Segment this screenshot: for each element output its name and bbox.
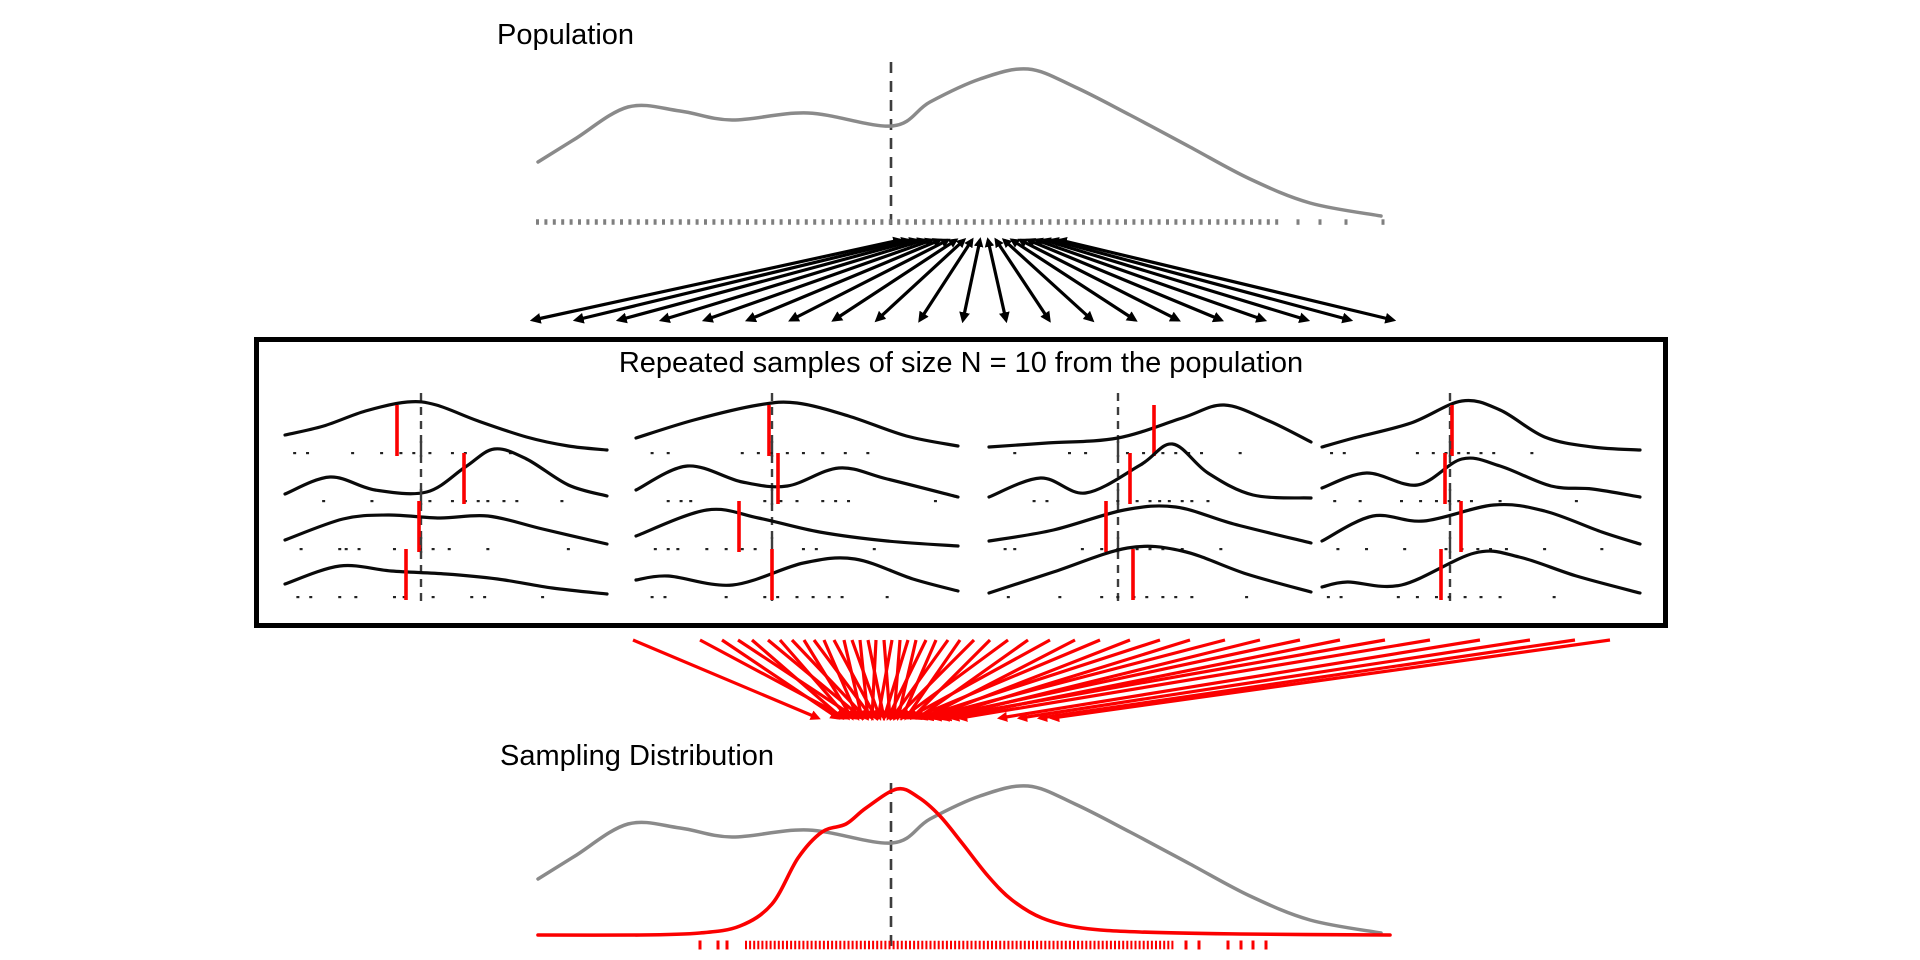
sample-arrow — [874, 238, 967, 323]
sample-mean-arrow — [750, 638, 845, 721]
sample-arrow — [1001, 238, 1095, 323]
sample-arrow — [1049, 237, 1354, 324]
samples-box-title: Repeated samples of size N = 10 from the… — [618, 347, 1304, 379]
sample-mean-arrow — [935, 638, 1191, 721]
sample-mean-arrow — [938, 638, 1386, 722]
sample-mean-arrow — [905, 638, 1051, 720]
population-density-curve-overlay — [536, 784, 1383, 935]
sample-mean-arrow — [889, 639, 902, 722]
sample-mean-arrow — [721, 638, 841, 720]
sample-mean-arrow — [894, 639, 918, 721]
sample-mean-arrow — [890, 639, 950, 721]
sample-arrow — [1041, 237, 1311, 323]
sample-mean-arrow — [941, 638, 1261, 722]
sample-mean-arrow — [956, 638, 1431, 722]
sample-mean-arrow — [921, 638, 1076, 720]
sample-mean-arrow — [893, 638, 976, 721]
sample-mean-arrow — [899, 638, 1009, 720]
population-plot — [536, 62, 1385, 230]
sample-arrow — [959, 237, 984, 324]
sample-arrow — [615, 237, 919, 324]
sample-mean-arrow — [790, 638, 869, 721]
sampling-rug-tick — [1239, 940, 1243, 950]
sampling-rug-tick — [698, 940, 702, 950]
sample-arrow — [984, 237, 1010, 324]
sampling-rug-tick — [1226, 940, 1230, 950]
sampling-rug-tick — [1264, 940, 1268, 950]
sampling-rug-tick — [725, 940, 729, 950]
population-rug-dot — [1381, 219, 1385, 225]
sample-mean-arrow — [832, 639, 878, 721]
sample-mean-arrow — [699, 638, 849, 720]
sampling-distribution-title: Sampling Distribution — [500, 740, 775, 772]
sample-mean-arrow — [842, 639, 866, 721]
sample-arrow — [744, 238, 943, 323]
sampling-rug-tick — [716, 940, 720, 950]
sample-arrow — [918, 237, 974, 323]
sample-arrow — [831, 238, 959, 322]
population-rug-dot — [1296, 219, 1300, 225]
sample-arrow — [572, 236, 911, 324]
sample-mean-arrow — [737, 638, 859, 720]
sample-means-fan — [632, 638, 1611, 723]
sample-mean-arrow — [778, 638, 851, 721]
sample-arrow — [1057, 236, 1397, 324]
population-rug-dot — [1318, 219, 1322, 225]
sample-arrow — [1017, 238, 1181, 322]
sample-arrow — [529, 236, 903, 324]
sample-arrow — [1033, 237, 1268, 323]
sample-mean-arrow — [915, 638, 1029, 720]
sample-mean-arrow — [900, 639, 938, 721]
sample-mean-arrow — [802, 639, 854, 721]
samples-box: Repeated samples of size N = 10 from the… — [254, 337, 1668, 628]
sample-mean-arrow — [930, 638, 1301, 722]
sample-mean-arrow — [917, 638, 1161, 721]
population-title: Population — [497, 19, 635, 51]
sample-mean-arrow — [1016, 638, 1531, 722]
sample-mean-arrow — [812, 639, 874, 721]
sample-mean-arrow — [867, 639, 878, 722]
sampling-rug-tick — [1184, 940, 1188, 950]
sample-mean-arrow — [874, 639, 894, 722]
population-density-curve — [536, 67, 1383, 218]
sample-mean-arrow — [881, 639, 910, 721]
sample-mean-arrow — [850, 639, 883, 721]
sample-mean-arrow — [858, 639, 873, 722]
sample-arrow — [788, 238, 951, 322]
sample-arrow — [1009, 238, 1138, 322]
sample-mean-arrow — [882, 639, 895, 722]
sample-arrow — [701, 237, 935, 323]
sampling-distribution-plot — [536, 783, 1392, 950]
sample-mean-arrow — [822, 639, 860, 721]
sample-mean-arrow — [996, 638, 1481, 722]
sample-mean-arrow — [766, 638, 865, 720]
sampling-density-curve — [536, 786, 1392, 937]
sample-mean-arrow — [948, 638, 1341, 722]
sampling-arrows — [529, 236, 1397, 324]
sample-mean-arrow — [886, 639, 928, 721]
sample-mean-arrow — [911, 638, 1101, 720]
sample-arrow — [658, 237, 927, 323]
sample-mean-arrow — [866, 639, 888, 722]
sample-mean-arrow — [927, 638, 1131, 721]
sample-mean-arrow — [904, 639, 962, 721]
population-rug-dot — [1344, 219, 1348, 225]
sample-arrow — [994, 237, 1051, 323]
sample-mean-arrow — [923, 638, 1226, 722]
sample-mean-arrow — [909, 638, 992, 721]
sample-mean-arrow — [632, 638, 821, 720]
sampling-rug-tick — [1197, 940, 1201, 950]
sample-mean-arrow — [1048, 638, 1611, 723]
sampling-rug-tick — [1251, 940, 1255, 950]
sample-mean-arrow — [1036, 638, 1576, 723]
sample-arrow — [1025, 238, 1225, 323]
